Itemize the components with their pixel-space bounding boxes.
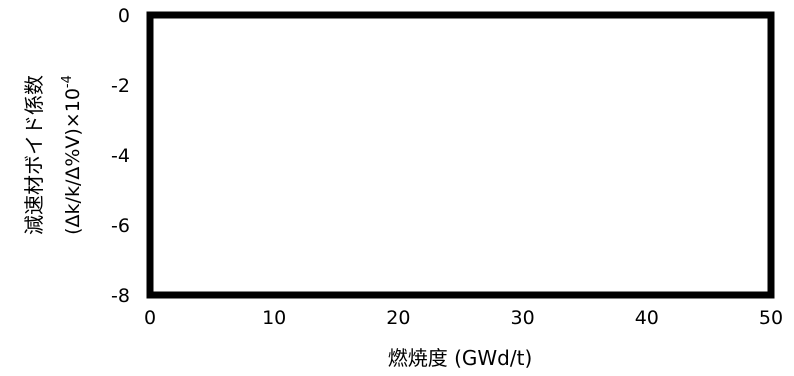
y-axis-label-exponent: -4	[60, 75, 75, 88]
x-tick-label: 0	[144, 307, 156, 329]
x-tick-label: 40	[635, 307, 659, 329]
y-tick-label: -2	[111, 75, 130, 97]
y-tick-label: -8	[111, 285, 130, 307]
x-tick-labels: 0 10 20 30 40 50	[144, 307, 783, 329]
x-axis-label: 燃焼度 (GWd/t)	[388, 346, 533, 370]
y-axis-label: 減速材ボイド係数 (Δk/k/Δ%V)×10-4	[22, 75, 84, 235]
y-axis-label-unit: (Δk/k/Δ%V)×10	[62, 88, 84, 235]
y-axis-label-line-2: (Δk/k/Δ%V)×10-4	[60, 75, 84, 235]
y-tick-label: -4	[111, 145, 130, 167]
y-axis-label-line-1: 減速材ボイド係数	[22, 75, 46, 235]
y-tick-labels: 0 -2 -4 -6 -8	[111, 5, 130, 307]
y-tick-label: 0	[118, 5, 130, 27]
x-tick-label: 10	[262, 307, 286, 329]
x-tick-label: 50	[759, 307, 783, 329]
x-tick-label: 20	[386, 307, 410, 329]
plot-area-frame	[146, 11, 775, 299]
x-tick-label: 30	[511, 307, 535, 329]
y-tick-label: -6	[111, 215, 130, 237]
